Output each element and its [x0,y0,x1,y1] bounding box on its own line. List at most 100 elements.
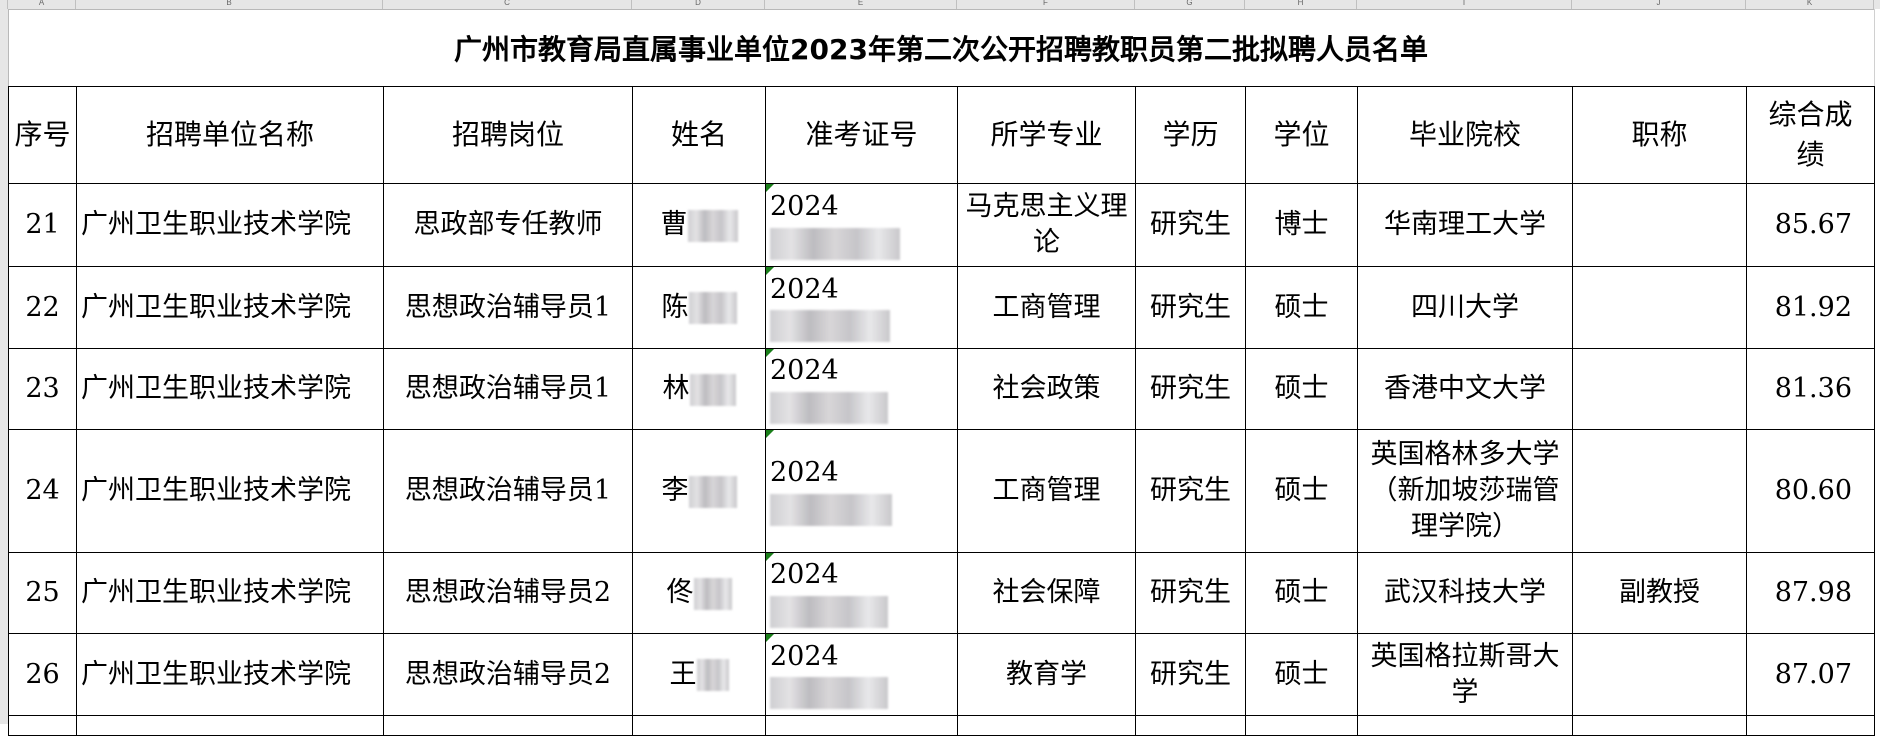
cell-major[interactable]: 工商管理 [957,429,1136,553]
column-letter[interactable]: I [1357,0,1572,9]
cell-post[interactable]: 思想政治辅导员1 [383,429,633,553]
header-cell[interactable]: 学历 [1135,86,1246,184]
cell-major[interactable]: 马克思主义理论 [957,183,1136,267]
cell-name[interactable]: 林 [632,348,766,430]
cell-name[interactable]: 佟 [632,552,766,634]
empty-cell[interactable] [1245,715,1358,736]
column-letter[interactable]: E [765,0,957,9]
cell-degree[interactable]: 硕士 [1245,552,1358,634]
cell-exam-id[interactable]: 2024 [765,429,958,553]
cell-unit[interactable]: 广州卫生职业技术学院 [76,633,384,716]
header-cell[interactable]: 职称 [1572,86,1747,184]
cell-title[interactable] [1572,429,1747,553]
sheet-title[interactable]: 广州市教育局直属事业单位2023年第二次公开招聘教职员第二批拟聘人员名单 [454,33,1428,66]
cell-score[interactable]: 80.60 [1746,429,1875,553]
cell-edu[interactable]: 研究生 [1135,183,1246,267]
cell-no[interactable]: 23 [8,348,77,430]
header-cell[interactable]: 综合成绩 [1746,86,1875,184]
cell-school[interactable]: 香港中文大学 [1357,348,1573,430]
cell-unit[interactable]: 广州卫生职业技术学院 [76,183,384,267]
cell-degree[interactable]: 硕士 [1245,633,1358,716]
cell-exam-id[interactable]: 2024 [765,633,958,716]
cell-no[interactable]: 25 [8,552,77,634]
cell-edu[interactable]: 研究生 [1135,348,1246,430]
cell-degree[interactable]: 硕士 [1245,266,1358,349]
cell-post[interactable]: 思想政治辅导员2 [383,633,633,716]
cell-unit[interactable]: 广州卫生职业技术学院 [76,429,384,553]
cell-name[interactable]: 李 [632,429,766,553]
cell-exam-id[interactable]: 2024 [765,552,958,634]
header-cell[interactable]: 学位 [1245,86,1358,184]
cell-school[interactable]: 四川大学 [1357,266,1573,349]
cell-post[interactable]: 思想政治辅导员1 [383,266,633,349]
empty-cell[interactable] [1357,715,1573,736]
cell-major[interactable]: 工商管理 [957,266,1136,349]
cell-no[interactable]: 21 [8,183,77,267]
cell-school[interactable]: 英国格林多大学（新加坡莎瑞管理学院） [1357,429,1573,553]
cell-school[interactable]: 武汉科技大学 [1357,552,1573,634]
cell-name[interactable]: 陈 [632,266,766,349]
cell-post[interactable]: 思政部专任教师 [383,183,633,267]
cell-unit[interactable]: 广州卫生职业技术学院 [76,552,384,634]
cell-degree[interactable]: 博士 [1245,183,1358,267]
cell-degree[interactable]: 硕士 [1245,429,1358,553]
cell-title[interactable] [1572,348,1747,430]
cell-name[interactable]: 王 [632,633,766,716]
empty-cell[interactable] [1572,715,1747,736]
cell-edu[interactable]: 研究生 [1135,266,1246,349]
cell-edu[interactable]: 研究生 [1135,633,1246,716]
cell-title[interactable] [1572,633,1747,716]
cell-score[interactable]: 81.36 [1746,348,1875,430]
cell-no[interactable]: 22 [8,266,77,349]
cell-score[interactable]: 81.92 [1746,266,1875,349]
column-letter[interactable]: A [8,0,76,9]
cell-edu[interactable]: 研究生 [1135,552,1246,634]
header-cell[interactable]: 毕业院校 [1357,86,1573,184]
cell-title[interactable] [1572,183,1747,267]
cell-exam-id[interactable]: 2024 [765,348,958,430]
cell-no[interactable]: 26 [8,633,77,716]
column-letter[interactable]: F [957,0,1135,9]
cell-no[interactable]: 24 [8,429,77,553]
empty-cell[interactable] [632,715,766,736]
empty-cell[interactable] [957,715,1136,736]
cell-degree[interactable]: 硕士 [1245,348,1358,430]
cell-score[interactable]: 85.67 [1746,183,1875,267]
header-cell[interactable]: 准考证号 [765,86,958,184]
cell-post[interactable]: 思想政治辅导员1 [383,348,633,430]
header-cell[interactable]: 姓名 [632,86,766,184]
empty-cell[interactable] [8,715,77,736]
header-cell[interactable]: 序号 [8,86,77,184]
cell-unit[interactable]: 广州卫生职业技术学院 [76,266,384,349]
cell-school[interactable]: 英国格拉斯哥大学 [1357,633,1573,716]
empty-cell[interactable] [383,715,633,736]
column-letter[interactable]: B [76,0,383,9]
empty-cell[interactable] [76,715,384,736]
cell-school[interactable]: 华南理工大学 [1357,183,1573,267]
header-cell[interactable]: 招聘单位名称 [76,86,384,184]
cell-name[interactable]: 曹 [632,183,766,267]
column-letter[interactable]: H [1245,0,1357,9]
empty-cell[interactable] [765,715,958,736]
cell-major[interactable]: 教育学 [957,633,1136,716]
cell-exam-id[interactable]: 2024 [765,266,958,349]
column-letter[interactable]: K [1746,0,1874,9]
cell-major[interactable]: 社会保障 [957,552,1136,634]
cell-major[interactable]: 社会政策 [957,348,1136,430]
cell-title[interactable] [1572,266,1747,349]
cell-unit[interactable]: 广州卫生职业技术学院 [76,348,384,430]
cell-post[interactable]: 思想政治辅导员2 [383,552,633,634]
header-cell[interactable]: 所学专业 [957,86,1136,184]
cell-score[interactable]: 87.98 [1746,552,1875,634]
empty-cell[interactable] [1746,715,1875,736]
column-letter[interactable]: D [632,0,765,9]
column-letter[interactable]: J [1572,0,1746,9]
cell-title[interactable]: 副教授 [1572,552,1747,634]
column-letter[interactable]: C [383,0,632,9]
cell-score[interactable]: 87.07 [1746,633,1875,716]
header-cell[interactable]: 招聘岗位 [383,86,633,184]
column-letter[interactable]: G [1135,0,1245,9]
cell-edu[interactable]: 研究生 [1135,429,1246,553]
empty-cell[interactable] [1135,715,1246,736]
cell-exam-id[interactable]: 2024 [765,183,958,267]
